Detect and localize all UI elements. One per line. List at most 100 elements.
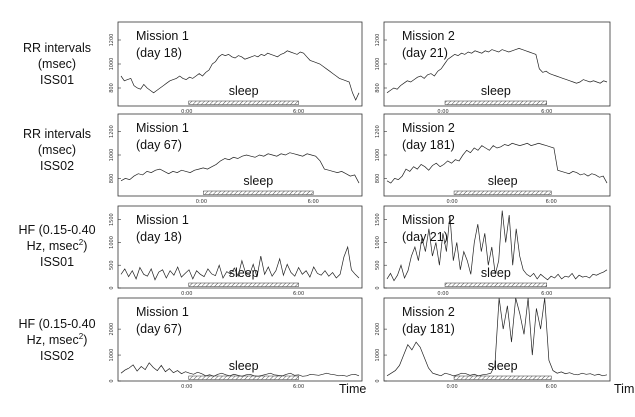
mission-label: Mission 1 [136, 305, 189, 319]
y-tick-label: 1000 [109, 236, 115, 249]
sleep-label: sleep [488, 359, 518, 373]
y-tick-label: 1200 [109, 125, 115, 138]
y-tick-label: 2000 [109, 323, 115, 336]
y-tick-label: 1200 [375, 34, 381, 47]
sleep-label: sleep [229, 84, 259, 98]
series-line [120, 245, 360, 281]
y-tick-label: 1200 [375, 125, 381, 138]
row-label-line1: HF (0.15-0.40 [18, 317, 96, 331]
row-label-line2: (msec) [37, 143, 77, 157]
x-tick-label: 0:00 [437, 109, 448, 115]
x-tick-label: 6:00 [541, 291, 552, 297]
x-tick-label: 6:00 [546, 384, 557, 390]
series-line [386, 210, 608, 282]
panel-6: 0 500 1000 1500 0:00 6:00 Mission 2 (day 21) sle… [375, 205, 611, 297]
y-tick-label: 800 [109, 83, 115, 93]
panel-frame [117, 205, 363, 289]
row-label-line2: Hz, msec2) [26, 331, 88, 347]
row-label-line3: ISS02 [39, 159, 75, 173]
row-label-line2: Hz, msec2) [26, 237, 88, 253]
y-tick-label: 1500 [109, 213, 115, 226]
x-tick-label: 6:00 [308, 199, 319, 205]
y-tick-label: 1000 [109, 149, 115, 162]
panel-7: 0 1000 2000 0:00 6:00 Mission 1 (day 67) sleep [109, 297, 363, 390]
sleep-label: sleep [229, 266, 259, 280]
mission-label: Mission 2 [402, 213, 455, 227]
x-tick-label: 0:00 [181, 109, 192, 115]
mission-label: Mission 1 [136, 213, 189, 227]
time-axis-label-left: Time [339, 382, 367, 396]
mission-label: Mission 1 [136, 29, 189, 43]
mission-label: Mission 2 [402, 305, 455, 319]
day-label: (day 67) [136, 322, 182, 336]
y-tick-label: 1200 [109, 34, 115, 47]
y-tick-label: 0 [109, 286, 115, 289]
panel-frame [117, 297, 363, 382]
x-tick-label: 0:00 [437, 291, 448, 297]
panel-8: 0 1000 2000 0:00 6:00 Mission 2 (day 181) sleep [375, 297, 611, 390]
y-tick-label: 1000 [375, 236, 381, 249]
sleep-label: sleep [488, 174, 518, 188]
x-tick-label: 6:00 [541, 109, 552, 115]
series-line [120, 362, 360, 377]
y-tick-label: 0 [375, 379, 381, 382]
sleep-label: sleep [481, 266, 511, 280]
series-line [120, 50, 360, 101]
sleep-label: sleep [243, 174, 273, 188]
x-tick-label: 0:00 [181, 384, 192, 390]
row-label-line1: RR intervals [22, 41, 92, 55]
row-label-rr-iss01: RR intervals (msec) ISS01 [2, 40, 112, 88]
x-tick-label: 0:00 [446, 199, 457, 205]
day-label: (day 21) [402, 230, 448, 244]
panel-3: 800 1000 1200 0:00 6:00 Mission 1 (day 67) slee… [109, 113, 363, 205]
y-tick-label: 500 [375, 260, 381, 270]
panel-5: 0 500 1000 1500 0:00 6:00 Mission 1 (day 18) sle… [109, 205, 363, 297]
sleep-bar [188, 100, 299, 105]
row-label-rr-iss02: RR intervals (msec) ISS02 [2, 126, 112, 174]
mission-label: Mission 2 [402, 29, 455, 43]
day-label: (day 18) [136, 230, 182, 244]
sleep-label: sleep [481, 84, 511, 98]
y-tick-label: 1000 [109, 349, 115, 362]
x-tick-label: 6:00 [293, 384, 304, 390]
x-tick-label: 0:00 [446, 384, 457, 390]
panel-1: 800 1000 1200 0:00 6:00 Mission 1 (day 18) slee… [109, 21, 363, 115]
sleep-bar [453, 375, 552, 380]
row-label-hf-iss02: HF (0.15-0.40 Hz, msec2) ISS02 [2, 316, 112, 364]
row-label-line1: RR intervals [22, 127, 92, 141]
row-label-line2: (msec) [37, 57, 77, 71]
sleep-bar [444, 100, 547, 105]
row-label-line3: ISS01 [39, 255, 75, 269]
sleep-bar [203, 190, 314, 195]
x-tick-label: 0:00 [196, 199, 207, 205]
day-label: (day 21) [402, 46, 448, 60]
y-tick-label: 1500 [375, 213, 381, 226]
sleep-bar [188, 375, 299, 380]
row-label-hf-iss01: HF (0.15-0.40 Hz, msec2) ISS01 [2, 222, 112, 270]
day-label: (day 18) [136, 46, 182, 60]
row-label-line3: ISS01 [39, 73, 75, 87]
mission-label: Mission 1 [136, 121, 189, 135]
row-label-line1: HF (0.15-0.40 [18, 223, 96, 237]
y-tick-label: 1000 [109, 58, 115, 71]
y-tick-label: 500 [109, 260, 115, 270]
series-line [120, 152, 360, 184]
y-tick-label: 1000 [375, 149, 381, 162]
y-tick-label: 800 [109, 174, 115, 184]
x-tick-label: 0:00 [181, 291, 192, 297]
y-tick-label: 1000 [375, 349, 381, 362]
mission-label: Mission 2 [402, 121, 455, 135]
row-label-line3: ISS02 [39, 349, 75, 363]
time-axis-label-right: Tim [614, 382, 635, 396]
y-tick-label: 2000 [375, 323, 381, 336]
day-label: (day 181) [402, 138, 455, 152]
sleep-bar [188, 282, 299, 287]
x-tick-label: 6:00 [293, 109, 304, 115]
series-line [386, 48, 608, 94]
y-tick-label: 0 [375, 286, 381, 289]
sleep-bar [444, 282, 547, 287]
panel-frame [383, 297, 611, 382]
y-tick-label: 800 [375, 83, 381, 93]
sleep-label: sleep [229, 359, 259, 373]
